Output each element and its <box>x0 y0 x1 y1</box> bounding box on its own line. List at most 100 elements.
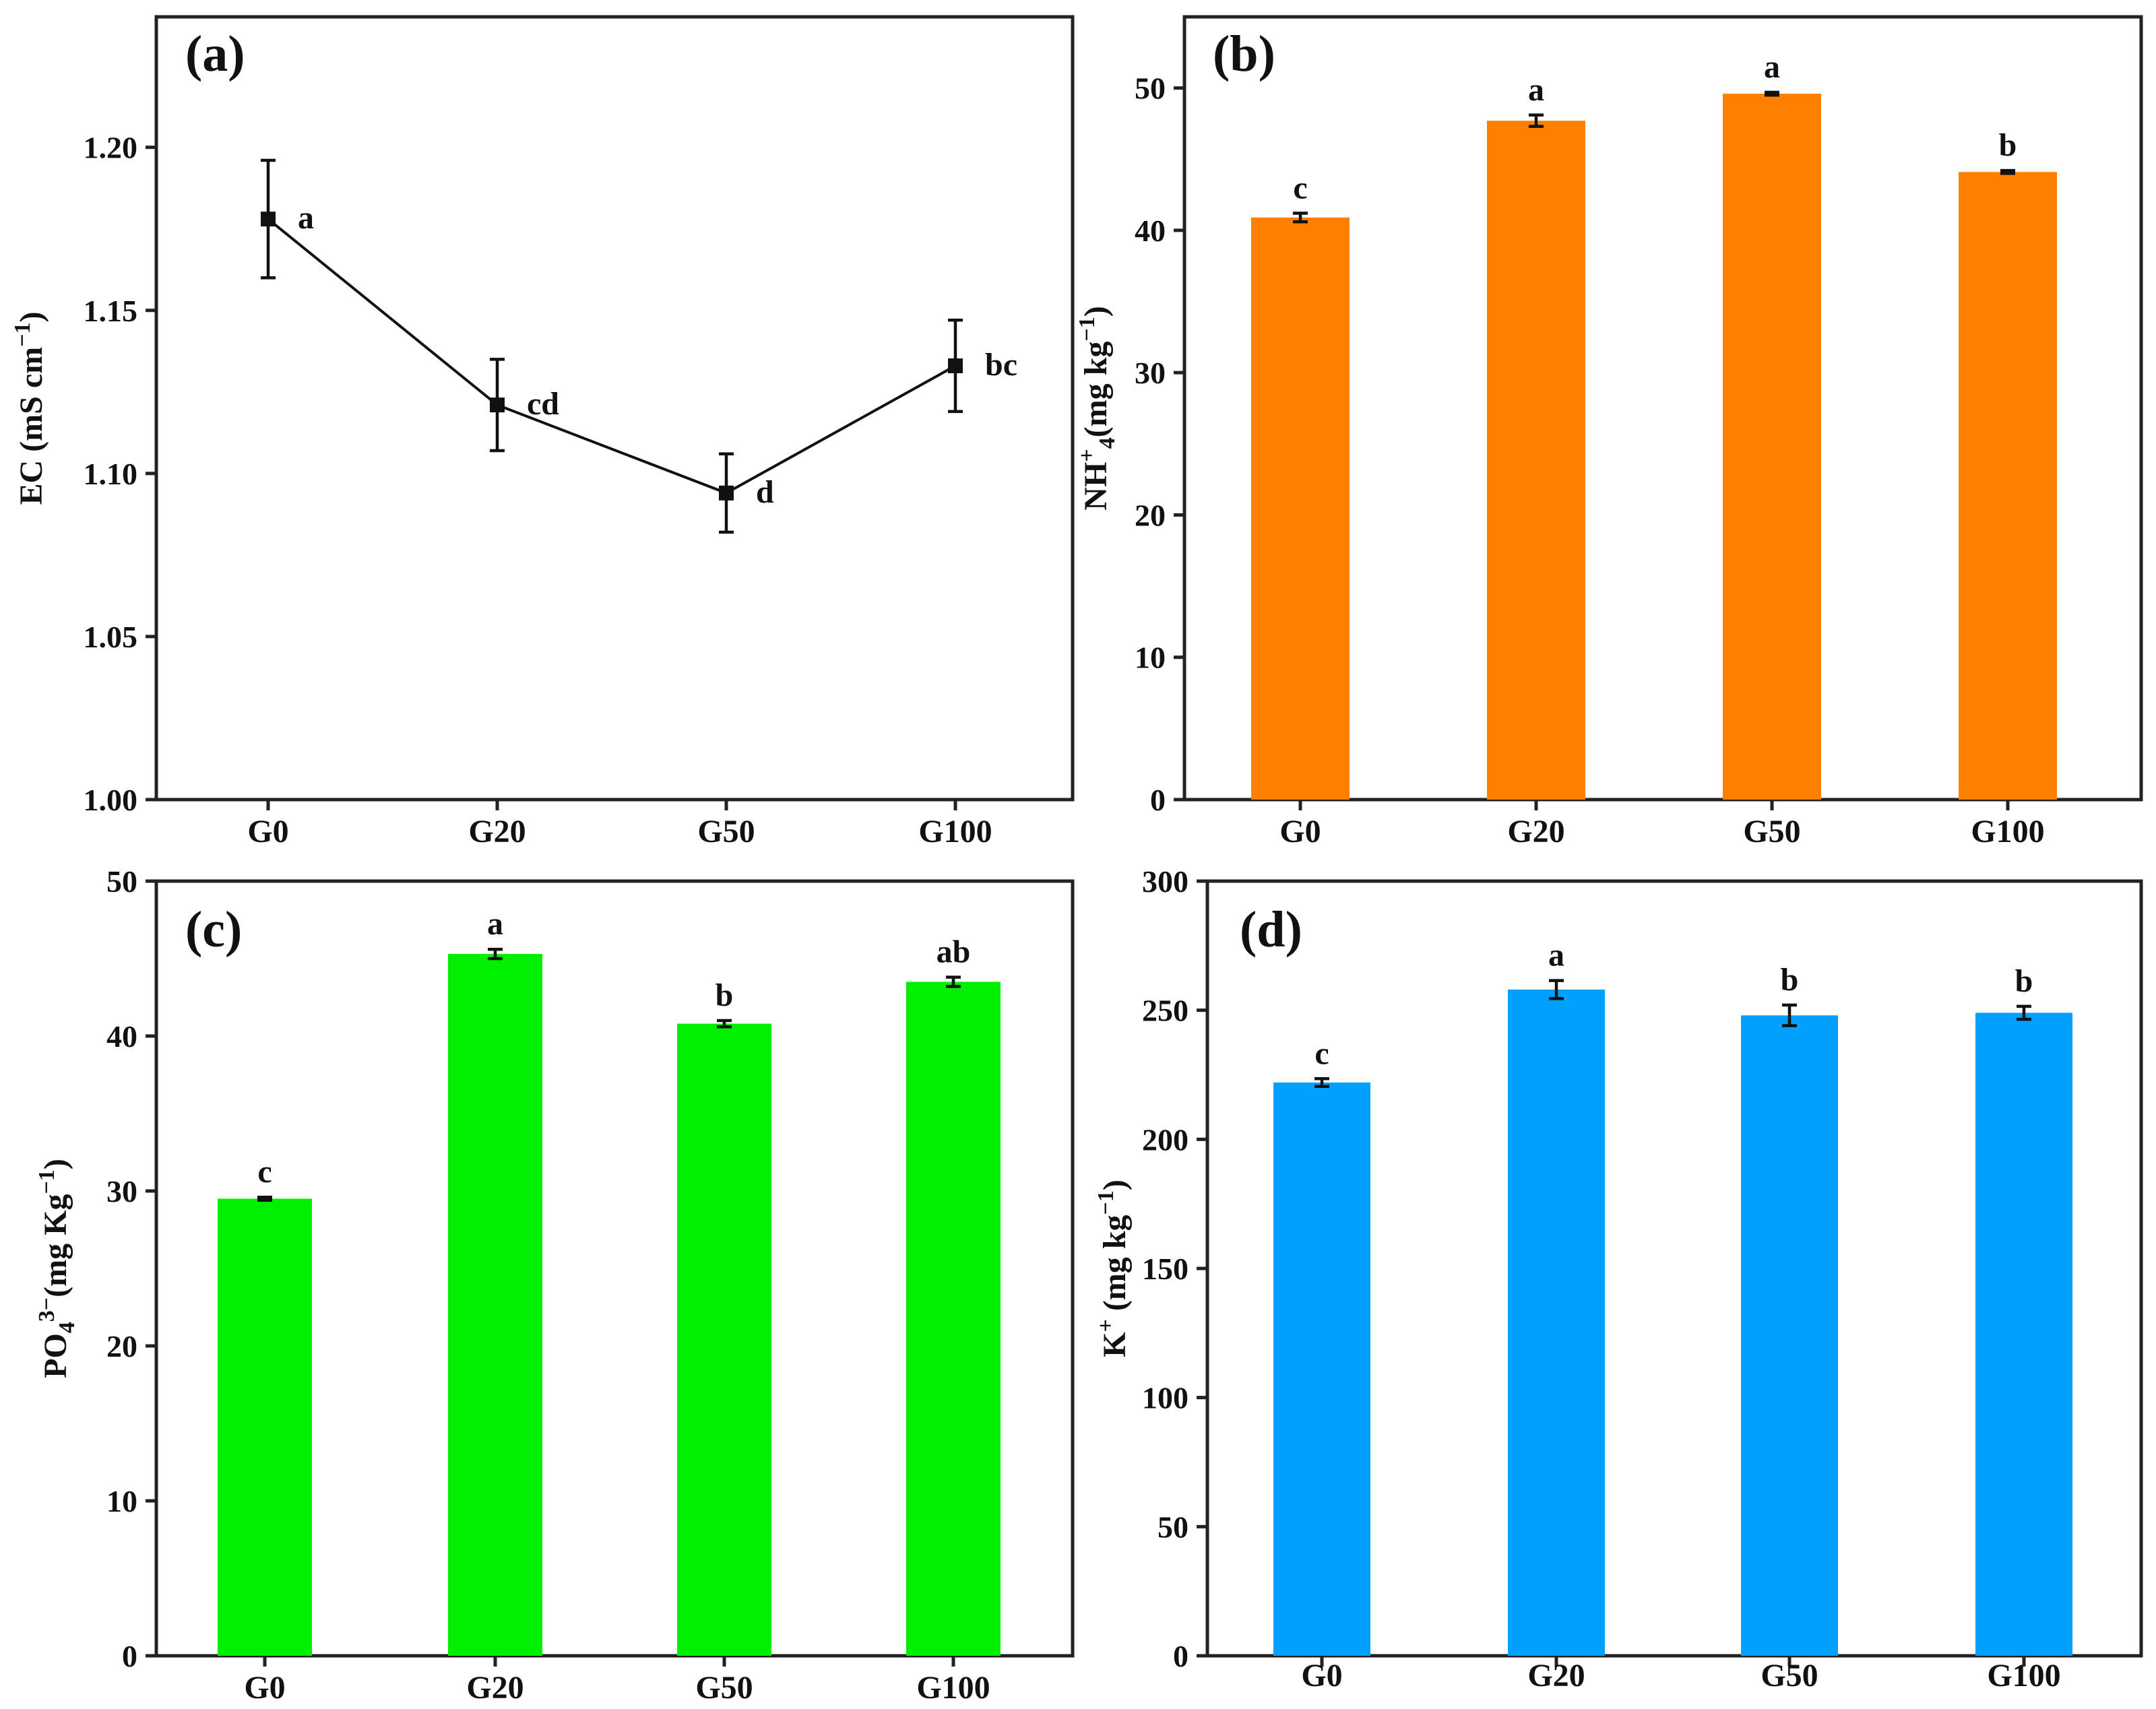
bar <box>1741 1015 1838 1656</box>
y-label-tail: (mg Kg <box>38 1194 73 1297</box>
y-label-tail: (mg kg <box>1078 342 1114 438</box>
significance-label: a <box>1528 72 1544 108</box>
bar <box>1508 990 1605 1656</box>
bar <box>1975 1012 2072 1656</box>
y-label-sub: 4 <box>1095 437 1120 449</box>
y-label-tail: (mg kg <box>1097 1215 1133 1319</box>
y-tick-label: 10 <box>1135 641 1166 675</box>
panel-d: 0 50 100 150 200 250 300 G0 G20 G50 G100 c a b b (d) K+ … <box>1093 864 2143 1694</box>
x-tick-label: G100 <box>918 814 992 849</box>
y-label-sup: −1 <box>1093 1190 1118 1215</box>
bar <box>906 981 1001 1656</box>
significance-label: bc <box>985 347 1017 383</box>
y-tick-label: 40 <box>106 1019 137 1054</box>
y-label-sup: + <box>1075 449 1100 461</box>
x-tick-label: G50 <box>1743 814 1800 849</box>
significance-label: b <box>1781 962 1799 998</box>
bar <box>448 954 542 1656</box>
x-tick-label: G0 <box>244 1670 285 1706</box>
y-label-sub: 4 <box>55 1322 80 1333</box>
y-tick-label: 200 <box>1142 1122 1188 1157</box>
y-tick-label: 1.20 <box>84 131 138 165</box>
y-tick-label: 20 <box>1135 498 1166 532</box>
significance-label: c <box>1293 170 1307 206</box>
y-tick-label: 150 <box>1142 1252 1188 1286</box>
y-axis-label: NH+4(mg kg−1) <box>1075 306 1120 510</box>
panel-label: (c) <box>185 901 242 958</box>
y-label-base: EC (mS cm <box>13 347 49 505</box>
bar <box>677 1023 771 1656</box>
y-tick-label: 40 <box>1135 214 1166 248</box>
series-line <box>267 218 956 495</box>
significance-label: c <box>1314 1035 1329 1071</box>
panel-label: (b) <box>1213 26 1275 82</box>
y-label-end: ) <box>1078 306 1114 317</box>
x-tick-label: G20 <box>1527 1658 1585 1694</box>
y-tick-label: 0 <box>1150 783 1166 817</box>
y-tick-label: 100 <box>1142 1381 1188 1415</box>
y-tick-label: 50 <box>1135 71 1166 106</box>
x-tick-label: G100 <box>1971 814 2044 849</box>
y-tick-label: 1.15 <box>84 294 138 328</box>
significance-label: a <box>1764 49 1780 85</box>
y-tick-label: 300 <box>1142 864 1188 899</box>
x-tick-label: G100 <box>916 1670 990 1706</box>
y-tick-label: 10 <box>106 1484 137 1518</box>
y-tick-label: 250 <box>1142 994 1188 1028</box>
significance-label: b <box>2015 963 2033 999</box>
y-tick-label: 20 <box>106 1329 137 1363</box>
x-tick-label: G0 <box>247 814 288 849</box>
y-axis-label: EC (mS cm−1) <box>10 312 49 505</box>
y-label-sup: −1 <box>34 1169 59 1194</box>
y-tick-label: 50 <box>106 864 137 899</box>
x-tick-label: G100 <box>1987 1658 2060 1694</box>
significance-label: ab <box>937 934 971 970</box>
y-label-end: ) <box>1097 1180 1133 1190</box>
data-point <box>261 212 276 227</box>
bar <box>1273 1083 1370 1656</box>
plot-frame <box>1182 15 2143 802</box>
y-tick-label: 0 <box>1173 1639 1188 1673</box>
significance-label: a <box>298 200 314 236</box>
x-tick-label: G50 <box>697 814 755 849</box>
y-tick-label: 1.00 <box>84 783 138 817</box>
y-tick-label: 30 <box>1135 356 1166 390</box>
y-axis-label: PO43−(mg Kg−1) <box>34 1159 80 1378</box>
significance-label: a <box>1548 938 1564 973</box>
panel-a: 1.00 1.05 1.10 1.15 1.20 G0 G20 G50 G100 a cd d bc (a… <box>10 15 1075 849</box>
bar <box>218 1198 312 1656</box>
bar <box>1251 217 1350 800</box>
data-point <box>719 485 734 501</box>
x-tick-label: G20 <box>1507 814 1564 849</box>
x-tick-label: G50 <box>1761 1658 1818 1694</box>
significance-label: b <box>716 977 734 1013</box>
significance-label: c <box>257 1154 272 1190</box>
y-label-base: K <box>1097 1332 1133 1357</box>
y-axis-label: K+ (mg kg−1) <box>1093 1180 1133 1357</box>
bar <box>1723 94 1821 800</box>
x-tick-label: G50 <box>695 1670 753 1706</box>
y-tick-label: 30 <box>106 1174 137 1208</box>
x-tick-label: G20 <box>468 814 526 849</box>
y-tick-label: 1.10 <box>84 457 138 491</box>
y-label-sup: −1 <box>10 322 35 346</box>
y-label-end: ) <box>38 1159 73 1169</box>
x-tick-label: G0 <box>1279 814 1321 849</box>
bar <box>1959 172 2057 800</box>
y-label-sup: + <box>1093 1319 1118 1332</box>
y-tick-label: 1.05 <box>84 620 138 654</box>
data-point <box>948 358 963 374</box>
plot-frame <box>154 879 1075 1658</box>
y-label-sup: −1 <box>1075 317 1100 341</box>
y-label-tail: ) <box>13 312 49 323</box>
significance-label: a <box>487 906 503 942</box>
panel-label: (a) <box>185 26 245 82</box>
x-tick-label: G0 <box>1301 1658 1342 1694</box>
significance-label: d <box>756 474 774 510</box>
y-tick-label: 0 <box>122 1639 137 1673</box>
x-tick-label: G20 <box>466 1670 524 1706</box>
y-label-base: PO <box>38 1333 73 1378</box>
panel-b: 0 10 20 30 40 50 G0 G20 G50 G100 c a a b (b) NH+4(mg kg… <box>1075 15 2143 849</box>
